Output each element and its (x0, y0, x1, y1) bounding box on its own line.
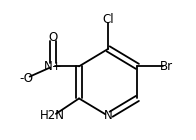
Text: -O: -O (20, 72, 34, 85)
Text: H2N: H2N (40, 109, 65, 122)
Text: N+: N+ (44, 60, 62, 73)
Text: Cl: Cl (102, 13, 114, 26)
Text: N: N (104, 109, 113, 122)
Text: O: O (48, 31, 57, 44)
Text: Br: Br (160, 60, 173, 73)
